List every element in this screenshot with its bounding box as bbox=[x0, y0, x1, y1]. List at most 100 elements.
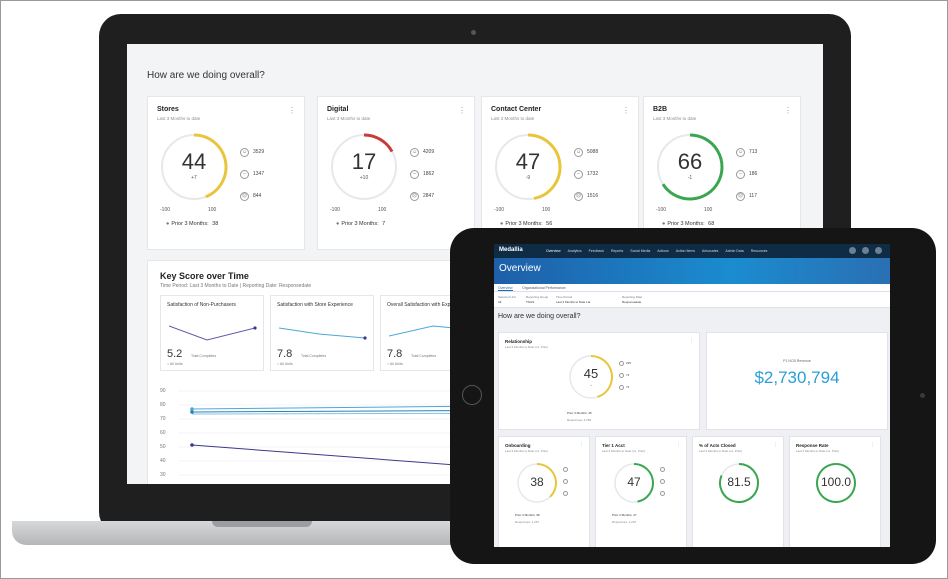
legend-passives: –1347 bbox=[240, 163, 264, 185]
brand-logo[interactable]: Medallia bbox=[499, 247, 523, 253]
revenue-value: $2,730,794 bbox=[754, 368, 840, 387]
card-subtitle: Last 3 Months to date bbox=[157, 116, 201, 121]
prior-value: ● Prior 3 Months: 38 bbox=[166, 221, 219, 227]
more-menu-icon[interactable]: ⋮ bbox=[622, 106, 630, 115]
filter-reporting-group[interactable]: Reporting Group TOHS bbox=[526, 295, 549, 304]
score-card: B2B Last 3 Months to date ⋮ 66 -1 -100 1… bbox=[643, 96, 801, 250]
nav-item[interactable]: Advocates bbox=[702, 248, 719, 253]
frown-icon: ☹ bbox=[240, 191, 249, 201]
panel-subtitle: Time Period: Last 3 Months to Date | Rep… bbox=[160, 283, 312, 289]
card-title: Tier 1 Acct bbox=[602, 443, 625, 448]
prior-value: Prior 3 Months: 45 bbox=[567, 411, 592, 415]
frown-icon: ☹ bbox=[574, 191, 583, 201]
card-subtitle: Last 3 Months to date bbox=[327, 116, 371, 121]
top-nav: Medallia Overview Analytics Feedback Report… bbox=[494, 244, 890, 258]
responses-count: Responses: 1,267 bbox=[515, 520, 540, 524]
filter-reporting-date[interactable]: Reporting Date Responsedate bbox=[622, 295, 643, 304]
card-title: Digital bbox=[327, 106, 349, 113]
gauge-min: -100 bbox=[160, 207, 171, 213]
tablet: Medallia Overview Analytics Feedback Report… bbox=[450, 228, 936, 564]
gauge-value: 45 bbox=[583, 366, 599, 381]
gauge-min: -100 bbox=[494, 207, 505, 213]
prior-value: ● Prior 3 Months: 56 bbox=[500, 221, 553, 227]
laptop-base bbox=[12, 521, 512, 545]
legend-row: 73 bbox=[619, 369, 631, 381]
nav-item[interactable]: Analytics bbox=[567, 248, 582, 253]
more-menu-icon[interactable]: ⋮ bbox=[784, 106, 792, 115]
gauge-delta: -9 bbox=[525, 175, 531, 181]
metric-card: Response Rate Last 3 Months to Date (vs.… bbox=[789, 436, 881, 547]
nav-item[interactable]: Social Media bbox=[630, 248, 651, 253]
gauge-ring bbox=[517, 463, 557, 503]
y-tick-label: 90 bbox=[160, 388, 166, 394]
responses-count: Responses: 4,256 bbox=[567, 418, 592, 422]
gauge-max: 100 bbox=[704, 207, 713, 213]
filter-time-period[interactable]: Time Period Last 3 Months to Date Lat bbox=[556, 295, 591, 304]
card-subtitle: Last 3 Months to Date (vs. Prior) bbox=[796, 449, 840, 453]
more-menu-icon[interactable]: ⋮ bbox=[458, 106, 466, 115]
legend-passives: –186 bbox=[736, 163, 757, 185]
bell-icon[interactable] bbox=[862, 247, 869, 254]
page-banner: Overview bbox=[494, 258, 890, 284]
more-menu-icon[interactable]: ⋮ bbox=[579, 442, 584, 448]
smile-icon: ☺ bbox=[736, 147, 745, 157]
tablet-camera bbox=[920, 393, 925, 398]
more-menu-icon[interactable]: ⋮ bbox=[676, 442, 681, 448]
nav-item[interactable]: Action Items bbox=[675, 248, 696, 253]
smile-icon: ☺ bbox=[574, 147, 583, 157]
gauge-delta: + bbox=[590, 383, 592, 387]
sparkline bbox=[279, 327, 367, 340]
metric-card: Onboarding Last 3 Months to Date (vs. Pr… bbox=[498, 436, 590, 547]
neutral-face-icon: – bbox=[240, 169, 249, 179]
relationship-card: Relationship Last 3 Months to Date (vs. … bbox=[498, 332, 700, 430]
nav-item[interactable]: Feedback bbox=[588, 248, 604, 253]
gauge-delta: +10 bbox=[359, 175, 369, 181]
nav-item[interactable]: Overview bbox=[546, 248, 561, 253]
metric-title: Satisfaction with Store Experience bbox=[277, 302, 353, 308]
legend-promoters: ☺ 5088 bbox=[574, 147, 599, 157]
gauge-value: 100.0 bbox=[820, 475, 852, 489]
more-menu-icon[interactable]: ⋮ bbox=[288, 106, 296, 115]
legend-promoters: ☺ 713 bbox=[736, 147, 758, 157]
home-button[interactable] bbox=[462, 385, 482, 405]
tab-overview[interactable]: Overview bbox=[498, 285, 513, 291]
gauge-ring bbox=[657, 133, 724, 201]
card-subtitle: Last 3 Months to Date (vs. Prior) bbox=[699, 449, 743, 453]
laptop-notch bbox=[212, 521, 312, 527]
gauge-value: 66 bbox=[677, 149, 703, 174]
metric-tile[interactable]: Satisfaction with Store Experience 7.8 T… bbox=[270, 295, 374, 371]
card-subtitle: Last 3 Months to date bbox=[491, 116, 535, 121]
gauge-max: 100 bbox=[542, 207, 551, 213]
gauge-max: 100 bbox=[378, 207, 387, 213]
more-menu-icon[interactable]: ⋮ bbox=[870, 442, 875, 448]
legend-row bbox=[563, 463, 570, 475]
nav-item[interactable]: Actions bbox=[657, 248, 669, 253]
legend-promoters: ☺ 3529 bbox=[240, 147, 265, 157]
card-title: B2B bbox=[653, 106, 668, 113]
search-icon[interactable] bbox=[849, 247, 856, 254]
legend-detractors: ☹ 1516 bbox=[574, 191, 599, 201]
metric-legend: ○ All Units bbox=[167, 362, 183, 366]
card-subtitle: Last 3 Months to Date (vs. Prior) bbox=[505, 449, 549, 453]
filter-selected-unit[interactable]: Selected Unit All bbox=[498, 295, 516, 304]
nav-item[interactable]: Admin Data bbox=[725, 248, 744, 253]
user-icon[interactable] bbox=[875, 247, 882, 254]
card-subtitle: Last 3 Months to Date (vs. Prior) bbox=[505, 345, 549, 349]
more-menu-icon[interactable]: ⋮ bbox=[773, 442, 778, 448]
metric-tile[interactable]: Satisfaction of Non-Purchasers 5.2 Total… bbox=[160, 295, 264, 371]
gauge-value: 47 bbox=[515, 149, 541, 174]
gauge-value: 17 bbox=[351, 149, 377, 174]
y-tick-label: 40 bbox=[160, 458, 166, 464]
tab-org-performance[interactable]: Organizational Performance bbox=[522, 285, 566, 290]
gauge-ring bbox=[331, 133, 397, 200]
card-title: Onboarding bbox=[505, 443, 531, 448]
nav-item[interactable]: Reports bbox=[610, 248, 624, 253]
metric-caption: Total Completes bbox=[411, 354, 437, 358]
y-tick-label: 80 bbox=[160, 402, 166, 408]
gauge-delta: +7 bbox=[191, 175, 197, 181]
gauge-min: -100 bbox=[330, 207, 341, 213]
more-menu-icon[interactable]: ⋮ bbox=[689, 338, 694, 344]
nav-item[interactable]: Resources bbox=[750, 248, 768, 253]
legend-row: 73 bbox=[619, 381, 631, 393]
score-card: Digital Last 3 Months to date ⋮ 17 +10 -… bbox=[317, 96, 475, 250]
